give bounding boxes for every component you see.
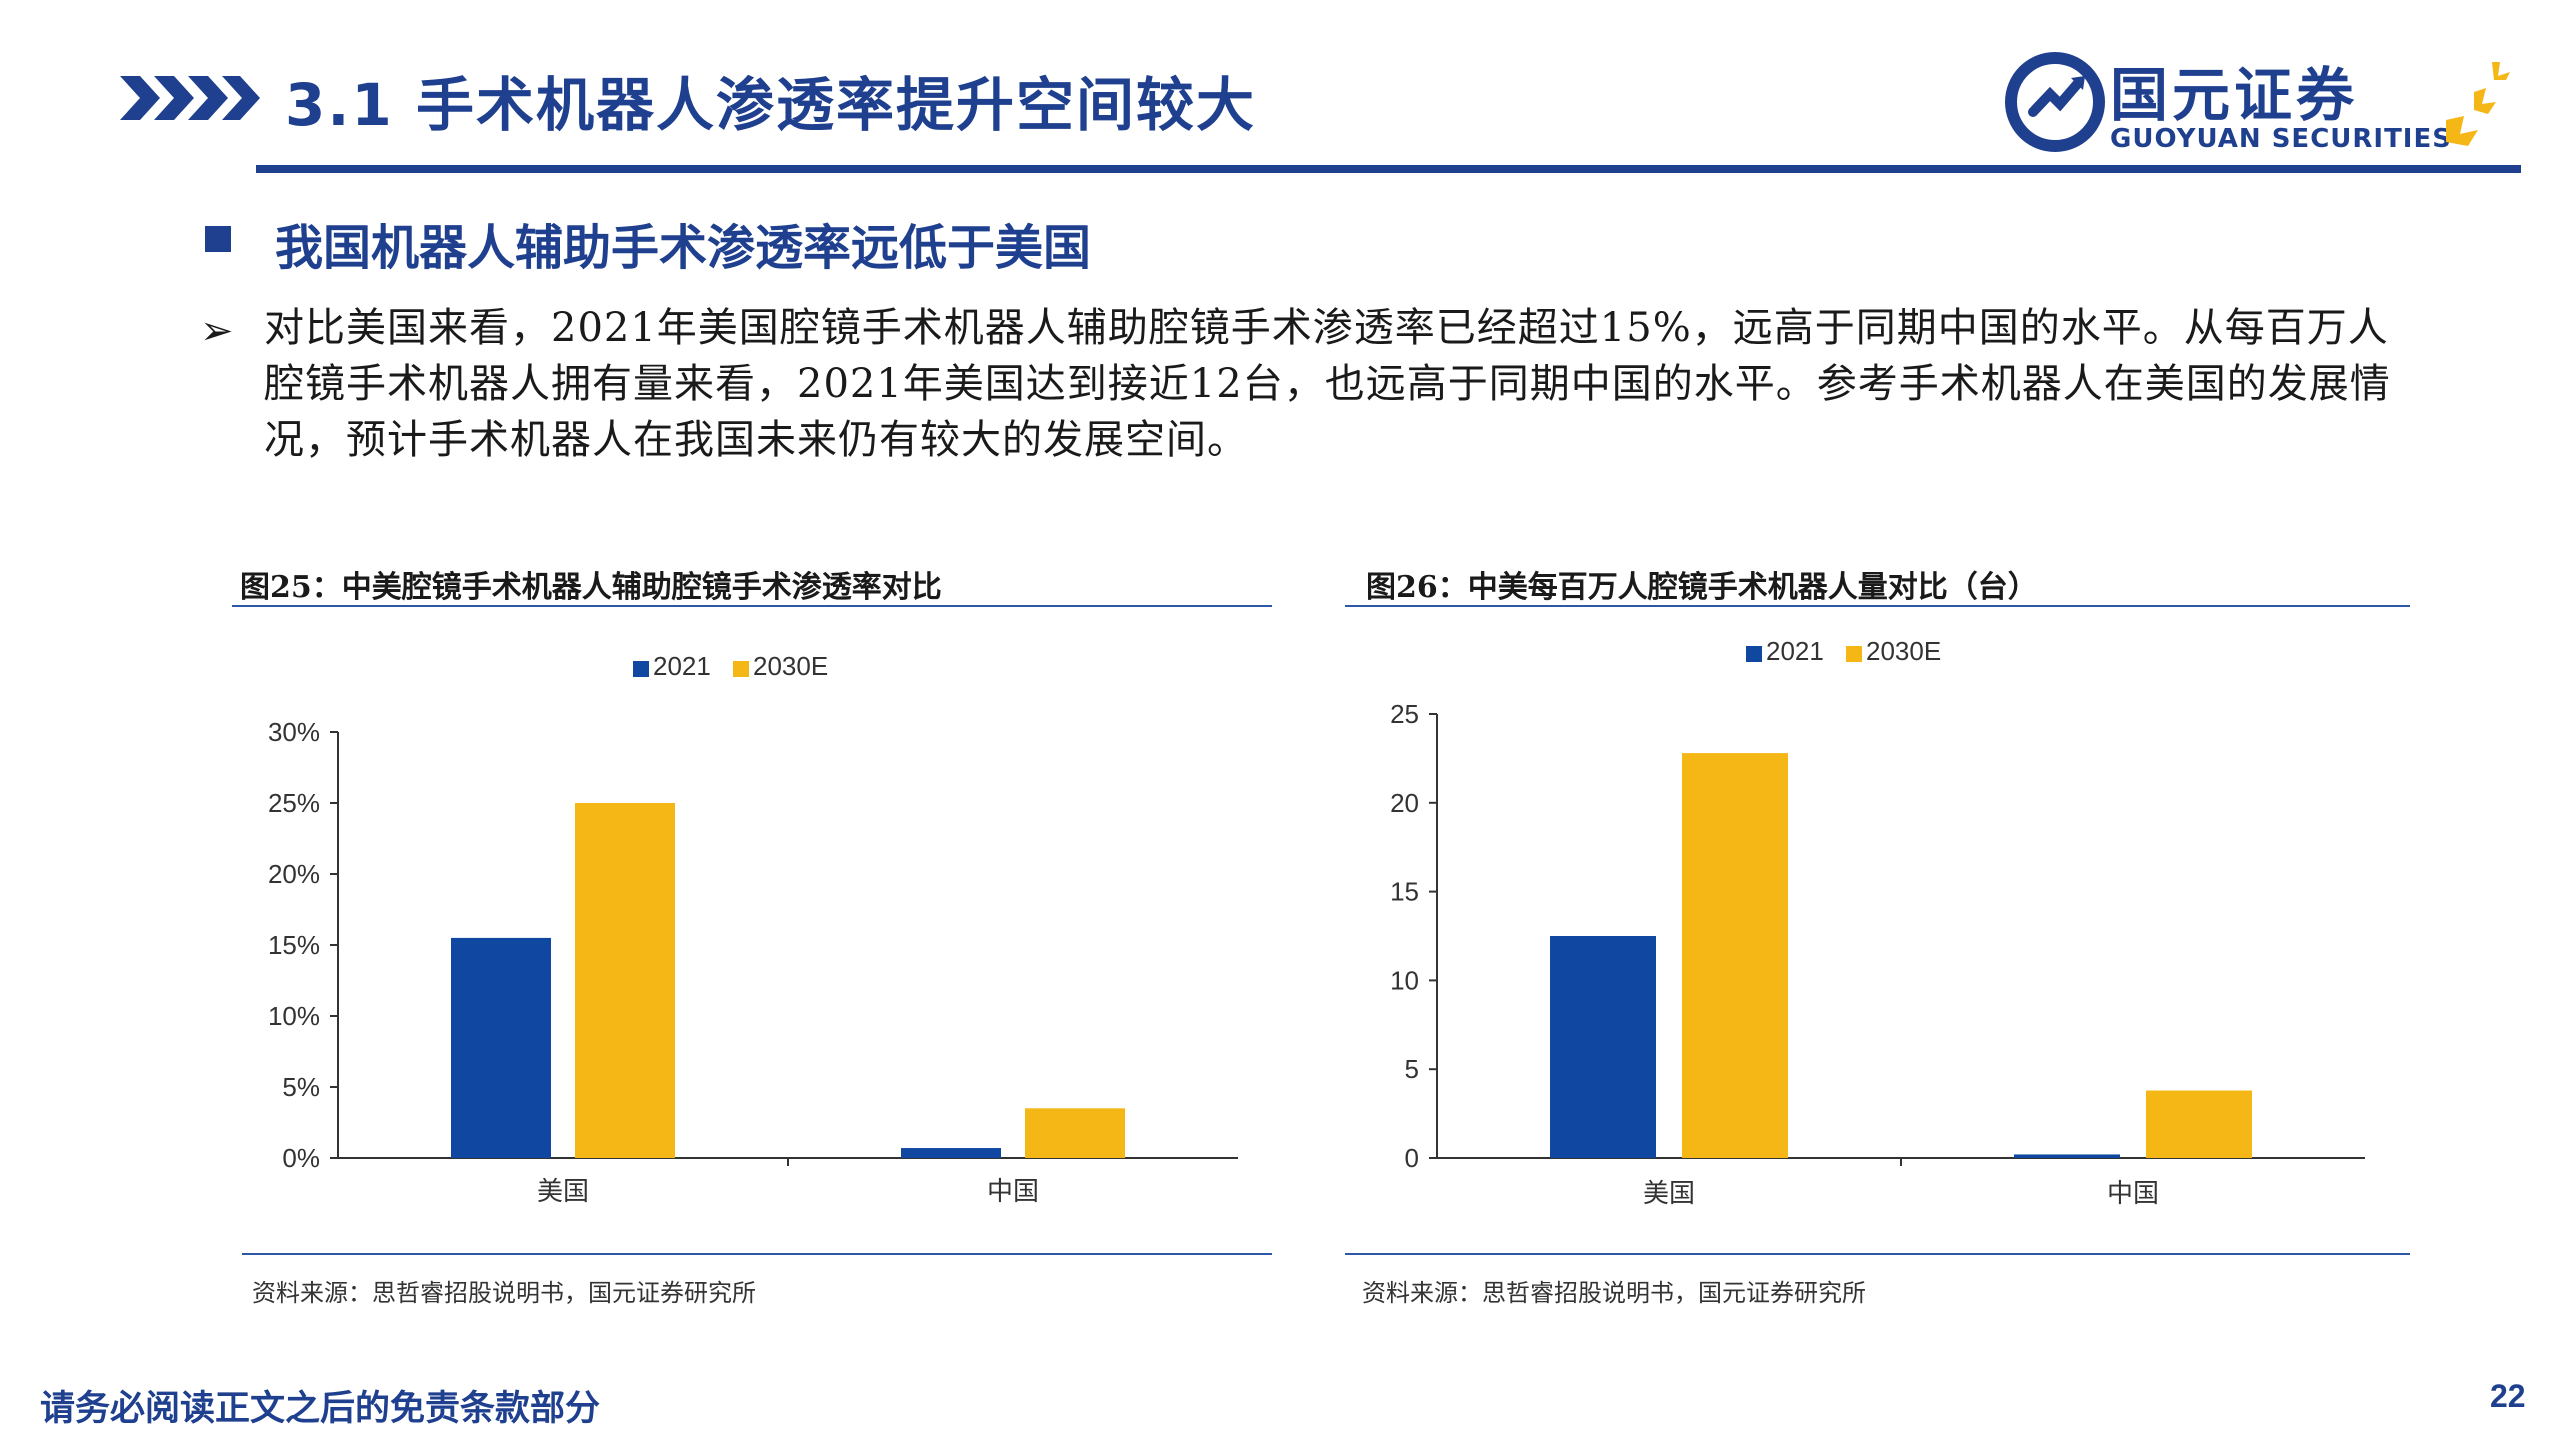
y-tick-label: 0% [282,1143,320,1173]
y-tick-label: 10% [268,1001,320,1031]
figure-26-source: 资料来源：思哲睿招股说明书，国元证券研究所 [1362,1279,1866,1307]
legend-swatch-2021 [633,661,649,677]
chevron-arrows-icon [120,76,260,120]
x-category-label: 中国 [987,1177,1039,1207]
bar-2021-美国 [1550,936,1656,1158]
y-tick-label: 15 [1390,877,1419,907]
y-tick-label: 15% [268,930,320,960]
bar-2030E-中国 [2146,1090,2252,1158]
y-tick-label: 10 [1390,965,1419,995]
bullet-arrow-icon: ➢ [200,308,234,354]
body-paragraph: 对比美国来看，2021年美国腔镜手术机器人辅助腔镜手术渗透率已经超过15%，远高… [264,305,2391,463]
page-title: 3.1 手术机器人渗透率提升空间较大 [285,71,1256,139]
x-category-label: 中国 [2107,1179,2159,1209]
bar-2021-中国 [2014,1154,2120,1158]
legend-label-2030E: 2030E [753,651,828,681]
guoyuan-logo-icon [2005,52,2105,152]
gold-sparkle-icon [2446,62,2510,146]
figure-25-title: 图25：中美腔镜手术机器人辅助腔镜手术渗透率对比 [240,570,942,605]
figure-26-chart: 0 5 10 15 20 25 美国 中国 2021 2030E [1345,630,2410,1220]
figure-26-top-rule [1345,605,2410,607]
logo-english-name: GUOYUAN SECURITIES [2110,124,2452,154]
x-category-label: 美国 [1643,1179,1695,1209]
section-title: 我国机器人辅助手术渗透率远低于美国 [275,220,1092,276]
figure-26-bottom-rule [1345,1253,2410,1255]
legend-label-2030E: 2030E [1866,636,1941,666]
section-square-icon [205,226,231,252]
bar-2030E-美国 [1682,753,1788,1158]
logo-chinese-name: 国元证券 [2110,61,2359,129]
bar-2021-中国 [901,1148,1001,1158]
legend-swatch-2030E [733,661,749,677]
y-tick-label: 25 [1390,699,1419,729]
chart-25-svg: 0% 5% 10% 15% 20% 25% 30% 美国 中国 2021 2030E [268,651,1238,1207]
y-tick-label: 5 [1405,1054,1419,1084]
legend-label-2021: 2021 [1766,636,1824,666]
y-tick-label: 30% [268,717,320,747]
bar-2030E-美国 [575,803,675,1158]
y-tick-label: 0 [1405,1143,1419,1173]
legend-swatch-2021 [1746,646,1762,662]
figure-25-source: 资料来源：思哲睿招股说明书，国元证券研究所 [252,1279,756,1307]
page-number: 22 [2490,1378,2526,1414]
bar-2021-美国 [451,937,551,1158]
x-category-label: 美国 [537,1177,589,1207]
chart-26-svg: 0 5 10 15 20 25 美国 中国 2021 2030E [1390,636,2365,1209]
header-rule [256,165,2521,173]
figure-25-top-rule [232,605,1272,607]
legend-swatch-2030E [1846,646,1862,662]
bar-2030E-中国 [1025,1108,1125,1158]
figure-25-bottom-rule [242,1253,1272,1255]
y-tick-label: 20% [268,859,320,889]
footer-disclaimer: 请务必阅读正文之后的免责条款部分 [40,1388,601,1429]
legend-label-2021: 2021 [653,651,711,681]
figure-26-title: 图26：中美每百万人腔镜手术机器人量对比（台） [1366,570,2038,605]
y-tick-label: 5% [282,1072,320,1102]
y-tick-label: 20 [1390,788,1419,818]
y-tick-label: 25% [268,788,320,818]
figure-25-chart: 0% 5% 10% 15% 20% 25% 30% 美国 中国 2021 2030E [232,640,1272,1220]
